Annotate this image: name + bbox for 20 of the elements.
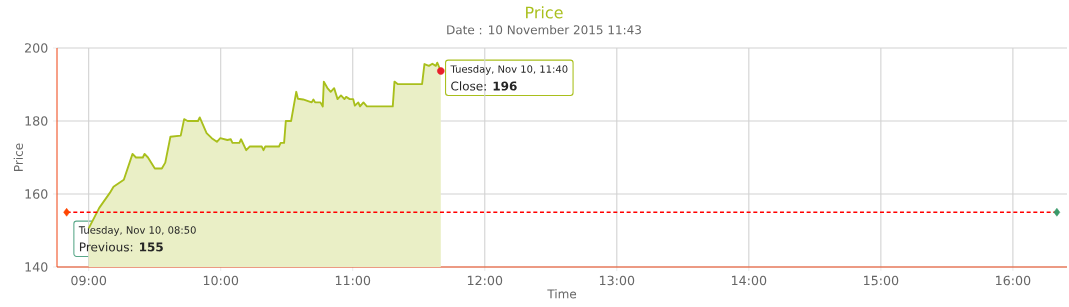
annotation: Close: 196 (451, 81, 517, 91)
x-axis-title: Time (547, 289, 577, 299)
chart-subtitle: Date : 10 November 2015 11:43 (447, 25, 641, 35)
x-tick-label: 10:00 (203, 275, 239, 286)
y-tick-label: 200 (25, 43, 48, 53)
chart-title: Price (526, 6, 563, 19)
x-tick-label: 11:00 (335, 275, 371, 286)
annotation: Tuesday, Nov 10, 11:40 (450, 65, 568, 75)
y-axis-title: Price (13, 143, 23, 171)
x-tick-label: 14:00 (731, 275, 767, 286)
y-tick-label: 160 (25, 189, 48, 199)
y-tick-label: 140 (25, 262, 48, 272)
annotation: Tuesday, Nov 10, 08:50 (78, 226, 196, 236)
annotation: Previous: 155 (79, 242, 163, 252)
y-tick-label: 180 (25, 116, 48, 126)
x-tick-label: 16:00 (996, 275, 1031, 286)
x-tick-label: 09:00 (71, 275, 107, 286)
x-tick-label: 12:00 (467, 275, 503, 286)
x-tick-label: 15:00 (864, 275, 899, 286)
x-tick-label: 13:00 (599, 275, 635, 286)
